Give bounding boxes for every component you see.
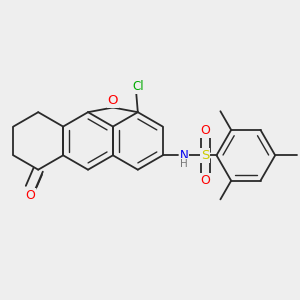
Text: O: O xyxy=(26,189,35,202)
Text: S: S xyxy=(201,149,209,162)
Text: O: O xyxy=(108,94,118,107)
Text: O: O xyxy=(200,124,210,137)
Text: Cl: Cl xyxy=(132,80,144,93)
Text: H: H xyxy=(180,159,188,169)
Text: O: O xyxy=(200,174,210,187)
Text: N: N xyxy=(180,149,188,162)
